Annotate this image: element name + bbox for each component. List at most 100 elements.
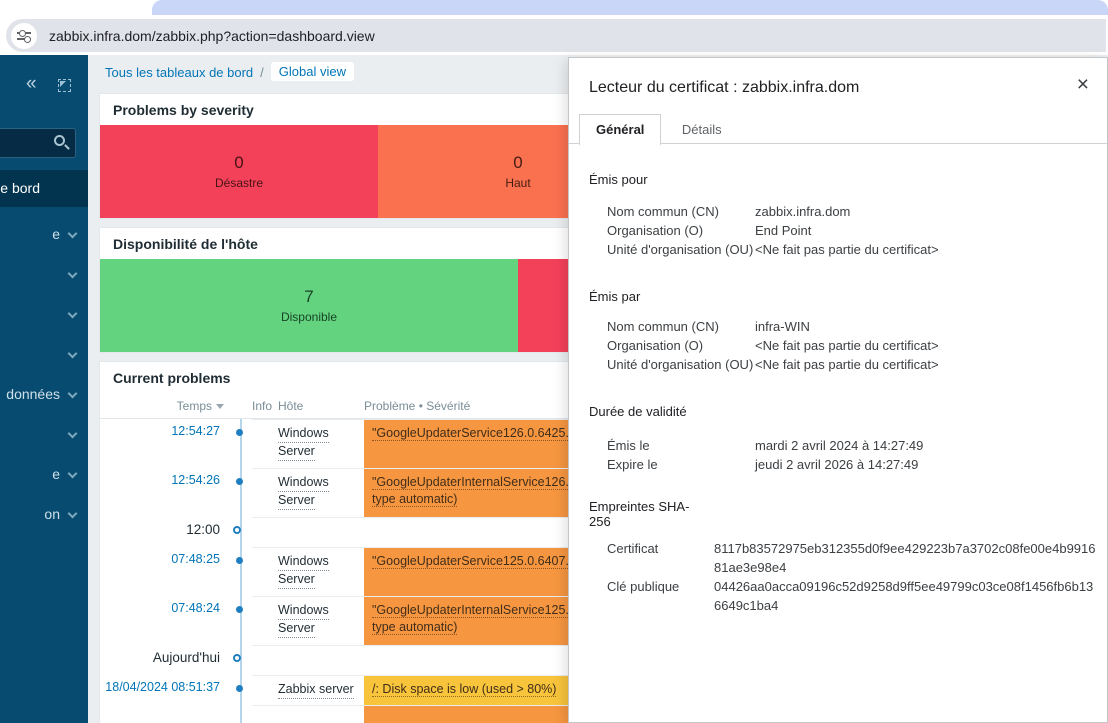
timeline-dot-icon [236,478,243,485]
section-sha256-fingerprints: Empreintes SHA-256 Certificat 8117b835729… [589,499,1096,615]
severity-label: Haut [505,176,531,190]
breadcrumb: Tous les tableaux de bord / Global view [88,55,1108,93]
tab-details[interactable]: Détails [681,122,722,137]
field-value: zabbix.infra.dom [755,204,851,219]
host-link[interactable]: Windows [278,602,329,620]
sidebar-item-1[interactable]: e [0,215,88,255]
chevron-down-icon [67,388,78,399]
column-header-time[interactable]: Temps [100,399,230,413]
timeline-dot-icon [236,606,243,613]
certificate-details: Émis pour Nom commun (CN) zabbix.infra.do… [589,144,1096,722]
sidebar-search-input[interactable] [0,128,76,158]
chevron-down-icon [67,308,78,319]
breadcrumb-all-dashboards-link[interactable]: Tous les tableaux de bord [105,65,254,80]
site-settings-button[interactable] [11,22,37,49]
field-value: <Ne fait pas partie du certificat> [755,242,939,257]
host-link[interactable]: Windows [278,425,329,443]
sidebar-item-label: e [52,466,60,482]
event-time-link[interactable]: 12:54:27 [171,424,220,438]
chevron-down-icon [67,268,78,279]
sort-desc-icon [216,403,224,409]
problem-link[interactable]: /: Disk space is low (used > 80%) [372,682,557,697]
chevron-down-icon [67,468,78,479]
column-header-host: Hôte [278,398,304,413]
breadcrumb-current-dashboard[interactable]: Global view [270,62,354,81]
event-time-link[interactable]: 12:54:26 [171,473,220,487]
tab-general[interactable]: Général [579,114,662,145]
severity-block-disaster: 0 Désastre [100,125,378,218]
severity-count: 0 [513,153,523,172]
field-value: End Point [755,223,812,238]
sidebar-item-administration[interactable]: on [0,495,88,535]
availability-block-available: 7 Disponible [100,259,518,352]
sidebar-item-7[interactable]: e [0,455,88,495]
field-value: 8117b83572975eb312355d0f9ee429223b7a3702… [714,541,1096,575]
sidebar-item-label: e [52,226,60,242]
event-time-link[interactable]: 07:48:24 [171,601,220,615]
field-label: Clé publique [607,579,680,594]
field-value: jeudi 2 avril 2026 à 14:27:49 [755,457,919,472]
severity-label: Désastre [214,176,264,190]
problem-link[interactable]: "GoogleUpdaterInternalService125.0 [372,603,576,618]
timeline-dot-icon [236,557,243,564]
chevron-down-icon [67,508,78,519]
sidebar-expand-icon[interactable] [58,79,71,92]
timeline-dot-icon [236,685,243,692]
section-header: Durée de validité [589,404,687,419]
problem-link[interactable]: "GoogleUpdaterInternalService126.0 [372,475,576,490]
event-time-link[interactable]: 18/04/2024 08:51:37 [105,680,220,694]
availability-label: Disponible [280,310,338,324]
sidebar-item-data-collection[interactable]: données [0,375,88,415]
widget-title: Problems by severity [113,102,254,118]
host-link[interactable]: Zabbix server [278,681,354,699]
widget-title: Disponibilité de l'hôte [113,236,258,252]
timeline-marker-label: Aujourd'hui [152,650,220,665]
section-header: Empreintes SHA-256 [589,499,690,529]
timeline-ring-icon [233,526,241,534]
field-label: Émis le [607,438,650,453]
dialog-title: Lecteur du certificat : zabbix.infra.dom [589,79,860,96]
sidebar-item-label: données [6,386,60,402]
breadcrumb-separator: / [260,65,264,80]
problem-link[interactable]: "GoogleUpdaterService125.0.6407.0 [372,554,576,569]
field-value: 04426aa0acca09196c52d9258d9ff5ee49799c03… [714,579,1094,613]
timeline-marker-label: 12:00 [186,522,220,537]
field-label: Organisation (O) [607,338,704,353]
sidebar-item-3[interactable] [0,295,88,335]
field-label: Nom commun (CN) [607,319,719,334]
section-issued-to: Émis pour Nom commun (CN) zabbix.infra.do… [589,172,1093,259]
tune-icon [17,29,31,41]
field-label: Expire le [607,457,658,472]
sidebar: « e bord e donn [0,55,88,723]
problem-link[interactable]: "GoogleUpdaterService126.0.6425.0 [372,426,576,441]
field-label: Certificat [607,541,659,556]
browser-chrome: zabbix.infra.dom/zabbix.php?action=dashb… [0,0,1108,55]
sidebar-item-2[interactable] [0,255,88,295]
browser-tab[interactable] [152,0,1108,15]
field-value: infra-WIN [755,319,810,334]
host-link[interactable]: Windows [278,553,329,571]
host-link[interactable]: Windows [278,474,329,492]
sidebar-item-dashboards[interactable]: e bord [0,170,88,207]
timeline-line [240,419,242,723]
section-issued-by: Émis par Nom commun (CN) infra-WIN Organi… [589,289,1093,374]
search-icon [54,135,65,146]
certificate-viewer-dialog: Lecteur du certificat : zabbix.infra.dom… [568,57,1108,723]
event-time-link[interactable]: 07:48:25 [171,552,220,566]
timeline-dot-icon [236,429,243,436]
sidebar-item-6[interactable] [0,415,88,455]
sidebar-item-4[interactable] [0,335,88,375]
field-label: Organisation (O) [607,223,704,238]
field-value: mardi 2 avril 2024 à 14:27:49 [755,438,924,453]
severity-count: 0 [234,153,244,172]
sidebar-collapse-icon[interactable]: « [26,73,36,94]
timeline-ring-icon [233,654,241,662]
field-label: Nom commun (CN) [607,204,719,219]
url-text[interactable]: zabbix.infra.dom/zabbix.php?action=dashb… [49,27,375,44]
address-bar[interactable]: zabbix.infra.dom/zabbix.php?action=dashb… [6,19,1106,52]
section-header: Émis pour [589,172,648,187]
close-icon[interactable]: × [1076,73,1089,96]
chevron-down-icon [67,228,78,239]
dialog-tab-bar: Général Détails [569,114,1107,145]
